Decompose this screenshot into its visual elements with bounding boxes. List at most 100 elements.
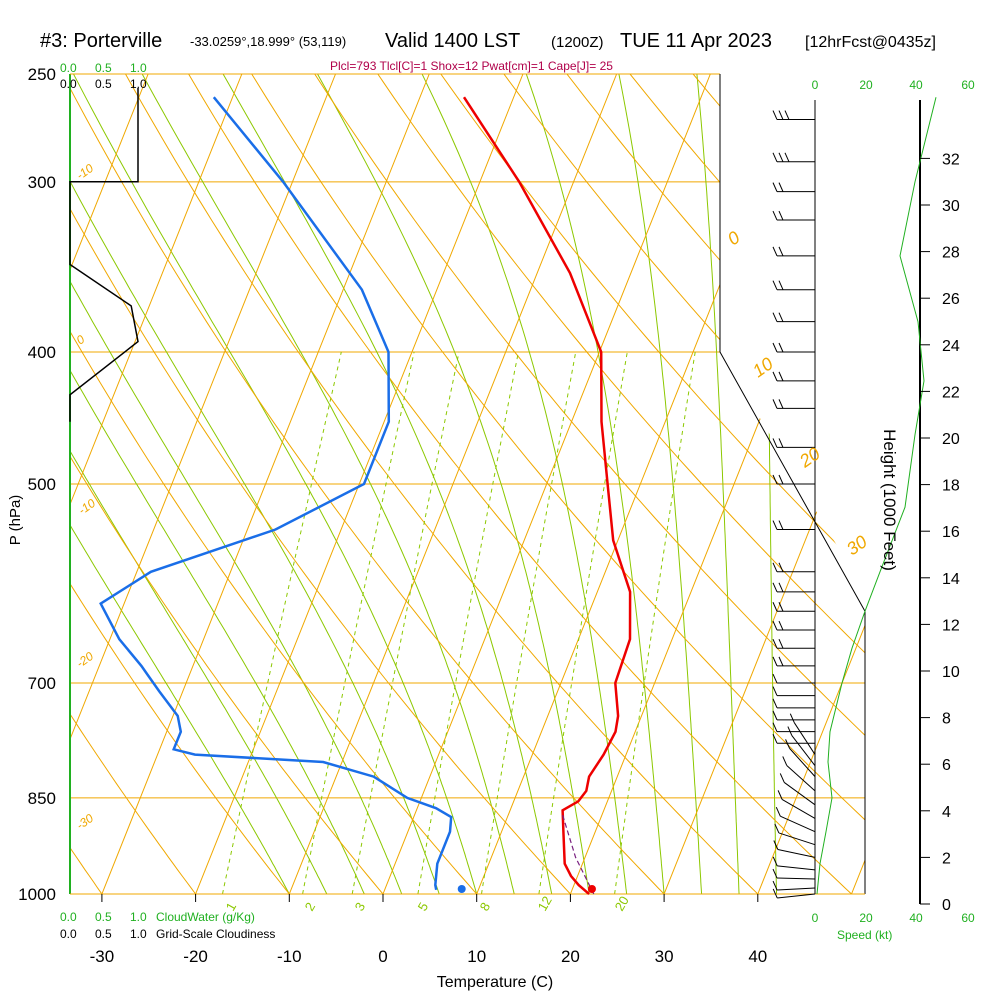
barb-feather — [787, 726, 793, 736]
barb-staff — [791, 735, 816, 766]
y-axis-label: P (hPa) — [7, 495, 24, 546]
height-tick-label: 28 — [942, 245, 960, 262]
isotherm-line — [382, 74, 711, 894]
barb-feather — [778, 280, 784, 290]
barb-feather — [772, 210, 778, 221]
barb-feather — [772, 710, 778, 721]
barb-feather — [772, 620, 778, 631]
cloudiness-tick-label: 1.0 — [130, 77, 147, 91]
dry-adiabat — [70, 74, 290, 894]
barb-feather — [778, 639, 784, 649]
barb-feather — [778, 474, 784, 485]
barb-feather — [778, 438, 784, 448]
x-tick-label: -10 — [277, 947, 302, 966]
height-tick-label: 24 — [942, 338, 960, 355]
mixing-ratio-line — [417, 351, 519, 894]
barb-staff — [781, 798, 816, 819]
height-tick-label: 12 — [942, 617, 960, 634]
barb-feather — [772, 880, 778, 891]
mixing-ratio-lines — [222, 351, 696, 894]
height-tick-label: 32 — [942, 151, 960, 168]
wind-barb — [772, 562, 815, 573]
barb-feather — [772, 312, 778, 322]
barb-feather — [778, 520, 784, 530]
barb-feather — [772, 639, 778, 649]
wind-barb — [772, 246, 815, 257]
wind-barb — [772, 342, 815, 353]
wind-barb — [772, 673, 815, 684]
moist-adiabat — [141, 74, 515, 894]
isotherm-line — [70, 74, 337, 894]
moist-adiabat — [70, 74, 328, 894]
moist-adiabat — [696, 74, 740, 894]
barb-feather — [778, 246, 784, 257]
dry-adiabat — [70, 74, 197, 894]
wind-barb — [789, 713, 816, 755]
height-tick-label: 30 — [942, 198, 960, 215]
moist-adiabat — [222, 74, 553, 894]
height-tick-label: 6 — [942, 757, 951, 774]
wind-barb — [772, 698, 815, 709]
surface-dewpoint-dot — [457, 885, 466, 893]
isotherm-line — [101, 74, 430, 894]
barb-staff — [793, 722, 816, 755]
wind-barb — [772, 582, 815, 593]
x-tick-label: 20 — [561, 947, 580, 966]
cloudiness-tick-label: 1.0 — [130, 927, 147, 941]
dry-adiabat — [188, 74, 852, 894]
barb-feather — [778, 582, 784, 593]
moist-adiabat — [70, 74, 365, 894]
wind-barb — [772, 722, 815, 733]
wind-barb — [772, 399, 815, 409]
wind-speed-tick-label: 20 — [859, 78, 873, 92]
dry-adiabat — [70, 74, 665, 894]
dry-adiabat — [440, 74, 865, 894]
barb-feather — [778, 312, 784, 322]
sounding-lines — [69, 88, 632, 895]
barb-feather — [778, 602, 784, 612]
height-tick-label: 26 — [942, 291, 960, 308]
isotherm-line — [288, 74, 618, 894]
cloudwater-tick-label: 1.0 — [130, 61, 147, 75]
dry-adiabat — [503, 74, 865, 894]
barb-feather — [778, 152, 784, 162]
x-tick-label: 30 — [655, 947, 674, 966]
moist-adiabat — [73, 74, 478, 894]
mixing-ratio-line — [302, 351, 415, 894]
wind-barb — [772, 888, 816, 899]
height-tick-label: 22 — [942, 384, 960, 401]
wind-barb — [777, 790, 816, 819]
barb-feather — [778, 399, 784, 409]
moist-adiabat — [317, 74, 590, 894]
barb-feather — [784, 110, 790, 120]
barb-feather — [772, 698, 778, 709]
barb-feather — [772, 438, 778, 448]
wind-speed-tick-label: 40 — [909, 78, 923, 92]
pressure-tick-label: 850 — [28, 789, 56, 808]
moist-adiabat — [525, 74, 665, 894]
wind-speed-tick-label: 60 — [961, 911, 975, 925]
wind-barb — [772, 602, 815, 612]
stability-indices: Plcl=793 Tlcl[C]=1 Shox=12 Pwat[cm]=1 Ca… — [330, 59, 613, 73]
wind-barb — [772, 656, 815, 667]
barb-feather — [778, 210, 784, 221]
temperature-line — [462, 96, 632, 895]
wind-barb — [773, 840, 816, 858]
mixing-ratio-label: 20 — [612, 893, 632, 913]
wind-barb — [772, 280, 815, 291]
dewpoint-line — [99, 96, 453, 891]
moist-adiabat — [70, 74, 440, 894]
wind-speed-line — [816, 97, 937, 895]
barb-staff — [783, 782, 816, 806]
barb-feather — [777, 790, 783, 800]
barb-feather — [778, 342, 784, 353]
pressure-tick-label: 700 — [28, 674, 56, 693]
barb-feather — [772, 868, 778, 879]
barb-feather — [772, 280, 778, 290]
height-tick-label: 4 — [942, 804, 951, 821]
barb-feather — [772, 656, 778, 667]
pressure-tick-label: 500 — [28, 475, 56, 494]
height-tick-label: 0 — [942, 897, 951, 914]
valid-date: TUE 11 Apr 2023 — [620, 30, 772, 52]
